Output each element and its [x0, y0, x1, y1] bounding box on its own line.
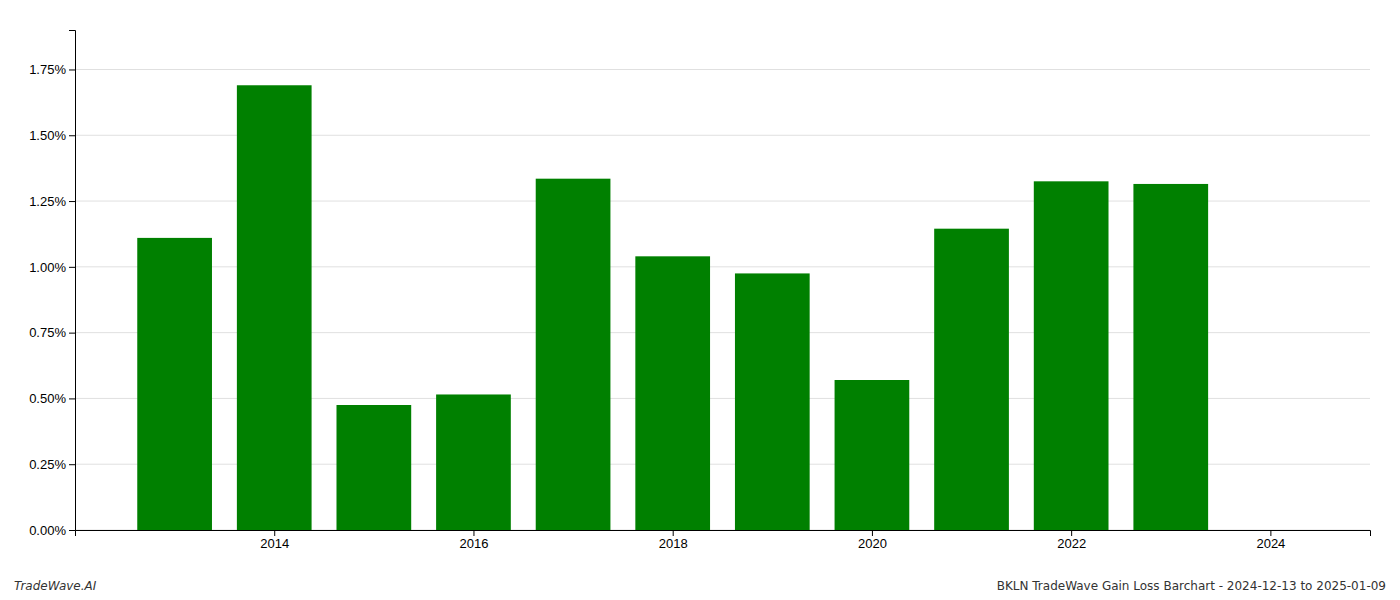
- tick-label: 0.00%: [29, 523, 66, 538]
- tick: 1.75%: [29, 62, 75, 77]
- tick: 0.75%: [29, 325, 75, 340]
- tick: 0.50%: [29, 391, 75, 406]
- tick-label: 0.50%: [29, 391, 66, 406]
- tick-label: 2014: [260, 536, 289, 551]
- tick: 1.50%: [29, 128, 75, 143]
- tick-mark: [1270, 530, 1271, 536]
- tick-mark: [69, 201, 75, 202]
- tick-label: 1.00%: [29, 260, 66, 275]
- tick: 1.00%: [29, 260, 75, 275]
- tick-label: 2024: [1256, 536, 1285, 551]
- grid-line: [75, 69, 1370, 70]
- tick-mark: [673, 530, 674, 536]
- tick-mark: [69, 69, 75, 70]
- bar: [436, 394, 511, 530]
- bar: [1034, 181, 1109, 530]
- bar: [237, 85, 312, 530]
- tick: 2016: [460, 530, 489, 551]
- tick-mark: [69, 398, 75, 399]
- tick-label: 1.50%: [29, 128, 66, 143]
- tick-label: 2020: [858, 536, 887, 551]
- chart: 0.00% 0.25% 0.50% 0.75% 1.00% 1.25% 1.50% 1.75%…: [0, 0, 1400, 600]
- grid: [75, 69, 1370, 530]
- tick-mark: [69, 464, 75, 465]
- axis-line: [69, 31, 76, 531]
- bar: [137, 238, 212, 530]
- bars: [137, 85, 1208, 530]
- tick: 2014: [260, 530, 289, 551]
- bar: [635, 256, 710, 530]
- tick-label: 0.25%: [29, 457, 66, 472]
- tick-mark: [1071, 530, 1072, 536]
- tick-mark: [69, 333, 75, 334]
- tick-label: 2022: [1057, 536, 1086, 551]
- tick-label: 0.75%: [29, 325, 66, 340]
- tick: 2022: [1057, 530, 1086, 551]
- footer-right: BKLN TradeWave Gain Loss Barchart - 2024…: [997, 579, 1386, 593]
- tick-mark: [69, 530, 75, 531]
- tick-mark: [69, 267, 75, 268]
- bar: [934, 229, 1009, 530]
- x-axis: 2014 2016 2018 2020 2022 2024: [76, 530, 1371, 551]
- tick: 1.25%: [29, 194, 75, 209]
- plot: 0.00% 0.25% 0.50% 0.75% 1.00% 1.25% 1.50% 1.75%…: [29, 31, 1370, 552]
- bar: [1133, 184, 1208, 530]
- tick-label: 1.25%: [29, 194, 66, 209]
- tick: 2020: [858, 530, 887, 551]
- tick-mark: [872, 530, 873, 536]
- bar: [1233, 530, 1308, 531]
- tick-label: 1.75%: [29, 62, 66, 77]
- tick-label: 2018: [659, 536, 688, 551]
- bar: [735, 273, 810, 530]
- bar: [536, 179, 611, 530]
- tick: 0.00%: [29, 523, 75, 538]
- tick-label: 2016: [460, 536, 489, 551]
- footer-left: TradeWave.AI: [14, 579, 97, 593]
- bar: [835, 380, 910, 530]
- tick-mark: [274, 530, 275, 536]
- tick-mark: [473, 530, 474, 536]
- y-axis: 0.00% 0.25% 0.50% 0.75% 1.00% 1.25% 1.50% 1.75%: [29, 31, 75, 538]
- tick: 2024: [1256, 530, 1285, 551]
- tick-mark: [69, 135, 75, 136]
- tick: 0.25%: [29, 457, 75, 472]
- bar: [336, 405, 411, 530]
- tick: 2018: [659, 530, 688, 551]
- axis-line: [76, 531, 1371, 537]
